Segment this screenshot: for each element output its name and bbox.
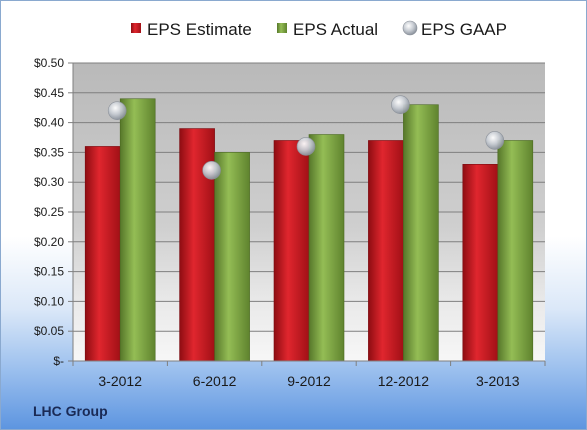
- x-tick-label: 6-2012: [193, 373, 237, 389]
- eps-gaap-point: [485, 131, 505, 150]
- company-name: LHC Group: [33, 403, 108, 419]
- eps-actual-bar: [308, 134, 345, 362]
- eps-gaap-point: [107, 101, 127, 120]
- y-tick-label: $0.20: [34, 235, 64, 249]
- eps-actual-bar: [119, 98, 156, 362]
- x-tick-label: 3-2012: [98, 373, 142, 389]
- x-tick-label: 9-2012: [287, 373, 331, 389]
- y-tick-label: $0.10: [34, 294, 64, 308]
- eps-actual-bar: [497, 140, 534, 362]
- y-tick-label: $0.05: [34, 324, 64, 338]
- x-tick-label: 12-2012: [378, 373, 430, 389]
- eps-estimate-bar: [84, 146, 121, 362]
- eps-gaap-point: [391, 95, 410, 115]
- y-tick-label: $0.45: [34, 86, 64, 100]
- y-tick-label: $0.25: [34, 205, 64, 219]
- legend-label: EPS Actual: [293, 20, 378, 39]
- legend-estimate-swatch: [131, 23, 141, 33]
- legend-gaap-marker: [402, 20, 418, 36]
- x-axis: 3-2012 6-2012 9-2012 12-2012 3-2013: [72, 360, 546, 389]
- y-tick-label: $0.15: [34, 265, 64, 279]
- legend: EPS Estimate EPS Actual EPS GAAP: [131, 20, 507, 39]
- eps-actual-bar: [403, 104, 439, 362]
- y-tick-label: $0.30: [34, 175, 64, 189]
- eps-gaap-point: [202, 160, 221, 180]
- y-tick-label: $0.40: [34, 116, 64, 130]
- y-tick-label: $0.35: [34, 145, 64, 159]
- eps-estimate-bar: [368, 140, 404, 362]
- x-tick-label: 3-2013: [476, 373, 520, 389]
- bars: [84, 98, 534, 362]
- eps-estimate-bar: [273, 140, 310, 362]
- y-tick-label: $0.50: [34, 56, 64, 70]
- gaap-points: [107, 95, 505, 180]
- y-tick-label: $-: [53, 354, 64, 368]
- legend-label: EPS GAAP: [421, 20, 507, 39]
- eps-estimate-bar: [462, 164, 499, 362]
- legend-label: EPS Estimate: [147, 20, 252, 39]
- eps-actual-bar: [214, 152, 250, 362]
- eps-gaap-point: [296, 137, 316, 156]
- y-axis: $- $0.05 $0.10 $0.15 $0.20 $0.25 $0.30 $0.35 $0.…: [34, 56, 74, 368]
- legend-actual-swatch: [277, 23, 287, 33]
